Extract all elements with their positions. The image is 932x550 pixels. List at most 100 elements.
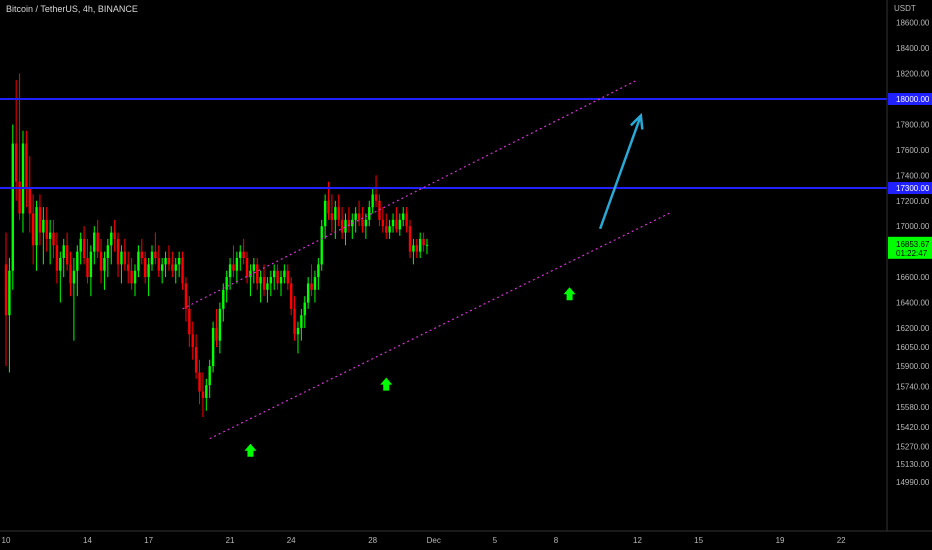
- candle: [130, 258, 133, 290]
- candle: [266, 277, 269, 303]
- candle-body: [157, 258, 160, 271]
- candle-body: [296, 327, 300, 335]
- candle: [103, 251, 106, 290]
- candle: [303, 296, 306, 328]
- candle: [181, 251, 184, 290]
- countdown-label: 01:22:47: [896, 249, 928, 258]
- candle-body: [330, 213, 334, 220]
- candle: [412, 238, 415, 265]
- price-tick-label: 15420.00: [896, 423, 930, 432]
- candle: [99, 238, 103, 284]
- candle: [174, 258, 177, 284]
- candle: [364, 213, 368, 239]
- candle-body: [222, 289, 225, 309]
- time-tick-label: Dec: [427, 536, 441, 545]
- price-tick-label: 15740.00: [896, 382, 930, 391]
- candle-body: [354, 213, 357, 220]
- candle: [4, 232, 8, 367]
- time-tick-label: 22: [837, 536, 846, 545]
- support-arrow-icon: [244, 443, 257, 457]
- candle-body: [405, 213, 408, 227]
- time-tick-label: 12: [633, 536, 642, 545]
- candle: [93, 226, 96, 265]
- time-tick-label: 15: [694, 536, 703, 545]
- candle-body: [89, 251, 93, 278]
- candle: [242, 238, 245, 265]
- candle: [31, 194, 35, 265]
- candle-body: [347, 219, 351, 227]
- candle-body: [21, 143, 25, 214]
- candle: [184, 277, 188, 322]
- candle-body: [242, 251, 245, 258]
- candle: [222, 283, 225, 322]
- candle: [48, 219, 52, 265]
- candle-body: [371, 194, 374, 208]
- candle-body: [201, 391, 205, 398]
- candle: [96, 219, 99, 258]
- candle-body: [76, 251, 79, 271]
- candle-body: [120, 251, 123, 265]
- price-tick-label: 15270.00: [896, 442, 930, 451]
- candle: [415, 238, 418, 258]
- candle: [82, 226, 86, 265]
- candle: [422, 232, 425, 252]
- time-tick-label: 10: [2, 536, 11, 545]
- candle-body: [412, 245, 415, 252]
- candle-body: [323, 200, 327, 227]
- candle-body: [228, 264, 232, 278]
- candle: [388, 219, 391, 239]
- last-price-badge: [888, 236, 932, 259]
- price-axis-bg: [887, 0, 932, 550]
- price-tick-label: 17400.00: [896, 171, 930, 180]
- candle: [35, 200, 38, 271]
- candle-body: [388, 226, 391, 233]
- candle: [306, 277, 310, 309]
- candle-body: [65, 245, 69, 265]
- candle-body: [79, 238, 82, 252]
- candle: [330, 194, 334, 233]
- candle: [395, 207, 398, 233]
- candle-body: [286, 270, 289, 284]
- candle-body: [259, 277, 262, 284]
- candle: [283, 264, 286, 284]
- candle: [113, 219, 116, 252]
- candle: [62, 238, 65, 278]
- candle-body: [232, 264, 235, 271]
- candle: [86, 238, 89, 284]
- candle: [147, 258, 150, 297]
- candle-body: [310, 283, 313, 290]
- time-tick-label: 5: [493, 536, 498, 545]
- candle: [205, 378, 208, 411]
- price-tick-label: 15580.00: [896, 403, 930, 412]
- candle: [232, 245, 235, 278]
- candle-body: [276, 270, 279, 284]
- candle-body: [160, 264, 164, 271]
- candle-body: [418, 238, 422, 252]
- price-tick-label: 15900.00: [896, 362, 930, 371]
- candle: [269, 270, 273, 297]
- price-tick-label: 17800.00: [896, 120, 930, 129]
- candle: [310, 264, 313, 297]
- candle: [228, 258, 232, 290]
- candle: [198, 359, 201, 405]
- candle: [300, 308, 303, 341]
- candle-body: [147, 264, 150, 278]
- level-price-label: 18000.00: [896, 95, 930, 104]
- currency-label: USDT: [894, 4, 916, 13]
- price-tick-label: 17600.00: [896, 146, 930, 155]
- candle: [279, 270, 283, 297]
- time-tick-label: 8: [554, 536, 559, 545]
- candle-body: [408, 226, 412, 252]
- candle-body: [293, 308, 296, 335]
- price-tick-label: 16600.00: [896, 273, 930, 282]
- candle-body: [208, 366, 211, 386]
- candle-body: [317, 264, 320, 278]
- candle: [296, 321, 300, 354]
- candle: [391, 213, 395, 233]
- candle-body: [273, 270, 276, 278]
- candle: [374, 175, 378, 208]
- time-axis: 10 14 17 21 24 28 Dec 5 8 12 15 19 22: [0, 530, 932, 550]
- candle-body: [4, 264, 8, 316]
- candle-body: [415, 245, 418, 252]
